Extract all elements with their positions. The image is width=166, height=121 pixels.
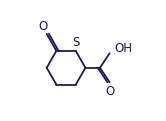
Text: O: O: [39, 20, 48, 33]
Text: S: S: [72, 36, 79, 49]
Text: OH: OH: [115, 42, 132, 55]
Text: O: O: [105, 85, 114, 98]
